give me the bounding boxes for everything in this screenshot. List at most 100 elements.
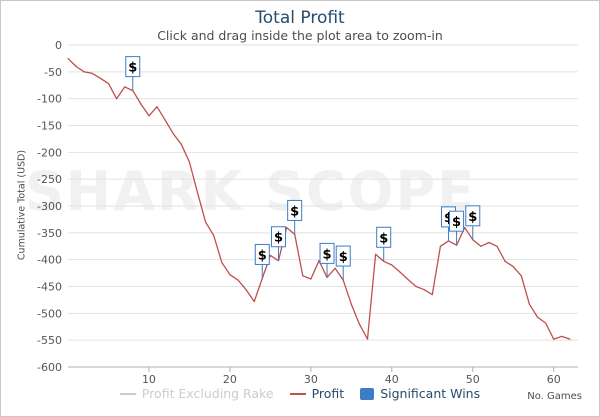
chart-title: Total Profit: [255, 8, 345, 28]
flag-box: [319, 242, 335, 264]
significant-win-flag[interactable]: $: [287, 199, 303, 235]
significant-win-flag[interactable]: $: [254, 243, 270, 279]
profit-point: [237, 279, 239, 281]
significant-win-flag[interactable]: $: [125, 56, 141, 91]
profit-point: [318, 260, 320, 262]
profit-point: [91, 72, 93, 75]
flag-label: $: [290, 204, 299, 219]
y-tick-label: 0: [55, 39, 62, 52]
y-tick-label: -100: [37, 93, 62, 106]
profit-point: [205, 221, 207, 223]
legend-swatch-profit: [289, 392, 306, 395]
profit-point: [553, 338, 555, 340]
profit-point: [213, 234, 215, 237]
profit-point: [536, 316, 539, 318]
profit-point: [399, 271, 401, 273]
significant-win-flag[interactable]: $: [319, 242, 335, 278]
profit-point: [496, 245, 498, 247]
legend-label-significant-wins: Significant Wins: [380, 386, 481, 401]
profit-point: [488, 241, 490, 244]
profit-point: [504, 260, 506, 262]
flag-label: $: [323, 247, 332, 262]
flag-label: $: [379, 231, 388, 246]
legend-label-profit: Profit: [311, 386, 345, 401]
profit-point: [196, 191, 199, 194]
profit-point: [164, 119, 166, 121]
x-tick-label: 60: [547, 373, 561, 386]
flag-label: $: [468, 210, 477, 225]
profit-point: [180, 143, 182, 145]
profit-point: [545, 322, 547, 324]
profit-point: [99, 77, 101, 79]
flag-box: [287, 199, 303, 221]
profit-point: [415, 285, 417, 288]
flag-label: $: [128, 61, 137, 76]
significant-win-flag[interactable]: $: [449, 210, 465, 246]
profit-point: [269, 254, 271, 256]
series-layer: [67, 57, 571, 340]
grid-layer: [68, 44, 578, 368]
x-tick-label: 10: [142, 373, 156, 386]
legend-label-profit-excluding-rake: Profit Excluding Rake: [141, 386, 274, 401]
legend-item-significant-wins[interactable]: Significant Wins: [360, 386, 480, 401]
y-axis-label: Cumulative Total (USD): [16, 149, 28, 261]
profit-point: [148, 115, 150, 117]
legend-item-profit[interactable]: Profit: [289, 386, 345, 401]
y-tick-label: -200: [37, 146, 62, 159]
flag-label: $: [274, 231, 283, 246]
significant-win-flag[interactable]: $: [465, 205, 481, 240]
profit-point: [107, 83, 110, 85]
profit-point: [156, 106, 158, 108]
flag-box: [376, 226, 392, 248]
y-tick-label: -450: [37, 281, 62, 294]
y-tick-label: -250: [37, 173, 62, 186]
profit-series-line: [67, 57, 571, 340]
profit-point: [229, 274, 231, 276]
profit-point: [431, 293, 433, 296]
profit-point: [334, 267, 336, 269]
axis-layer: 0 -50 -100 -150 -200 -250 -300 -350 -400 -450 -500…: [37, 39, 578, 386]
profit-point: [375, 253, 377, 255]
legend-item-profit-excluding-rake[interactable]: Profit Excluding Rake: [119, 386, 274, 401]
profit-point: [75, 65, 77, 68]
flag-label: $: [258, 248, 267, 263]
flag-box: [125, 56, 141, 78]
profit-point: [285, 226, 288, 229]
y-tick-label: -400: [37, 254, 62, 267]
x-tick-label: 20: [223, 373, 237, 386]
significant-win-flag[interactable]: $: [376, 226, 392, 262]
profit-point: [569, 338, 571, 340]
profit-point: [115, 98, 118, 100]
profit-point: [480, 245, 482, 247]
profit-point: [253, 300, 255, 303]
significant-win-flag[interactable]: $: [270, 226, 286, 261]
y-tick-label: -600: [37, 361, 62, 374]
significant-win-flag[interactable]: $: [335, 245, 351, 281]
flag-box: [270, 226, 286, 248]
profit-point: [245, 289, 247, 291]
y-tick-label: -350: [37, 227, 62, 240]
profit-point: [407, 278, 409, 281]
flag-box: [449, 210, 465, 232]
profit-point: [439, 245, 441, 247]
profit-point: [528, 303, 531, 305]
profit-point: [391, 264, 393, 266]
y-tick-label: -300: [37, 200, 62, 213]
x-axis-label: No. Games: [527, 391, 582, 402]
profit-point: [140, 103, 142, 105]
flag-label: $: [452, 215, 461, 230]
profit-point: [358, 323, 361, 325]
profit-point: [302, 275, 304, 277]
profit-point: [83, 71, 85, 73]
y-tick-label: -500: [37, 307, 62, 320]
profit-point: [310, 278, 312, 280]
legend-swatch-profit-excluding-rake: [119, 392, 136, 395]
chart-subtitle: Click and drag inside the plot area to z…: [157, 28, 443, 43]
profit-point: [512, 266, 514, 268]
x-tick-label: 40: [385, 373, 399, 386]
profit-point: [172, 132, 174, 135]
flags-layer: $$$$$ $$$ $ $: [125, 56, 481, 281]
y-tick-label: -150: [37, 120, 62, 133]
profit-point: [67, 57, 69, 60]
